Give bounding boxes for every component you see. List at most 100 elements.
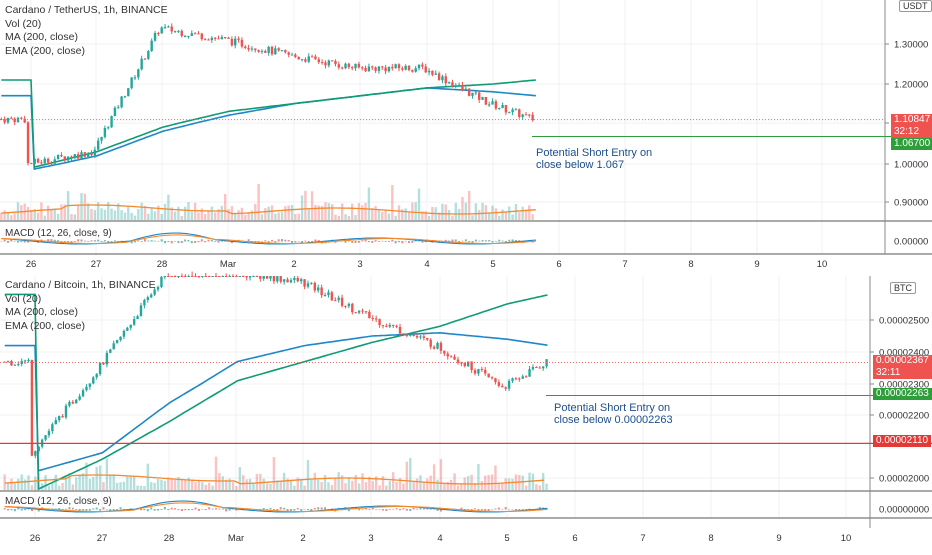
top-x-label-5: 3 [357,259,362,270]
bottom-volume-bar [153,482,156,490]
top-volume-bar [107,202,110,220]
bottom-volume-bar [347,477,351,490]
bottom-volume-bar [296,477,299,490]
bottom-volume-bar [184,480,187,490]
top-volume-bar [401,209,404,220]
top-macd-hist [47,239,50,242]
top-candle-body [187,35,190,37]
top-volume-bar [210,206,214,220]
top-volume-bar [234,212,237,220]
top-volume-bar [86,203,90,220]
top-candle-body [300,59,304,61]
top-price-tick-3: 1.00000 [894,160,928,171]
bottom-volume-bar [231,482,235,490]
bottom-candle-body [494,378,497,383]
top-unit-badge[interactable]: USDT [899,0,932,12]
bottom-volume-bar [190,479,194,490]
top-volume-bar [374,206,377,220]
top-candle-body [244,46,247,49]
top-candle-body [367,66,371,72]
bottom-volume-bar [248,478,252,490]
top-x-label-12: 10 [817,259,828,270]
top-macd-hist [274,241,277,243]
top-x-label-9: 7 [622,259,627,270]
bottom-macd-hist [497,507,500,510]
top-volume-bar [190,211,193,220]
bottom-volume-bar [405,461,409,490]
bottom-candle-body [531,367,535,370]
bottom-candle-body [282,279,286,282]
bottom-volume-bar [415,478,419,490]
bottom-volume-bar [504,478,507,490]
bottom-candle-body [129,324,132,328]
top-volume-bar [6,212,10,220]
bottom-candle-body [477,368,480,374]
top-macd-hist [17,241,20,243]
bottom-candle-body [180,276,184,277]
bottom-macd-hist [262,508,265,510]
top-candle-body [357,63,361,68]
top-macd-hist [97,239,100,242]
top-macd-hist [217,241,220,243]
top-volume-bar [30,210,33,220]
top-candle-body [524,114,528,116]
bottom-candle-body [456,359,460,363]
bottom-legend: Cardano / Bitcoin, 1h, BINANCE Vol (20) … [5,279,156,333]
bottom-candle-body [170,276,173,277]
bottom-macd-hist [197,509,200,511]
bottom-macd-hist [82,509,85,511]
bottom-unit-badge[interactable]: BTC [890,282,916,294]
top-candle-body [471,92,474,96]
top-volume-bar [0,212,3,220]
top-macd-hist [133,241,136,243]
bottom-volume-bar [340,475,344,490]
bottom-macd-hist [514,509,517,511]
top-macd-hist [177,241,180,244]
top-candle-body [484,96,488,105]
bottom-ma-line [4,331,548,472]
top-macd-hist [411,241,414,243]
top-macd-hist [401,241,404,244]
bottom-candle-body [115,339,119,344]
bottom-volume-bar [129,476,132,490]
top-volume-bar [217,209,220,220]
bottom-volume-bar [180,478,184,490]
bottom-macd-hist [300,509,303,512]
top-volume-bar [310,191,314,220]
top-x-label-1: 27 [91,259,102,270]
bottom-candle-body [337,297,340,301]
top-macd-hist [287,240,290,242]
top-volume-bar [411,202,414,220]
bottom-macd-hist [419,507,422,510]
bottom-volume-bar [286,478,289,490]
bottom-candle-body [68,401,71,406]
top-macd-hist [210,240,213,242]
top-candle-body [528,114,531,116]
top-volume-bar [424,211,427,220]
top-candle-body [153,33,157,41]
top-macd-hist [518,240,521,242]
bottom-candle-body [265,276,269,279]
bottom-candle-body [514,378,518,380]
bottom-candle-body [177,276,180,277]
top-candle-body [217,38,220,40]
bottom-current-price-tag: 0.00002367 32:11 [873,355,932,379]
bottom-candle-body [310,282,313,284]
top-legend: Cardano / TetherUS, 1h, BINANCE Vol (20)… [5,4,168,58]
top-annotation-line-1: Potential Short Entry on [536,147,653,159]
bottom-volume-bar [272,457,276,490]
bottom-candle-body [497,382,501,386]
top-macd-hist [73,241,76,242]
top-candle-body [210,37,214,40]
bottom-volume-bar [197,479,201,490]
bottom-volume-bar [44,475,47,490]
bottom-volume-bar [494,465,497,490]
bottom-macd-hist [112,509,115,511]
bottom-volume-bar [204,484,207,490]
top-candle-body [53,159,56,164]
top-volume-ma-line [1,204,536,215]
bottom-signal-line [4,502,548,513]
top-macd-hist [334,241,337,243]
